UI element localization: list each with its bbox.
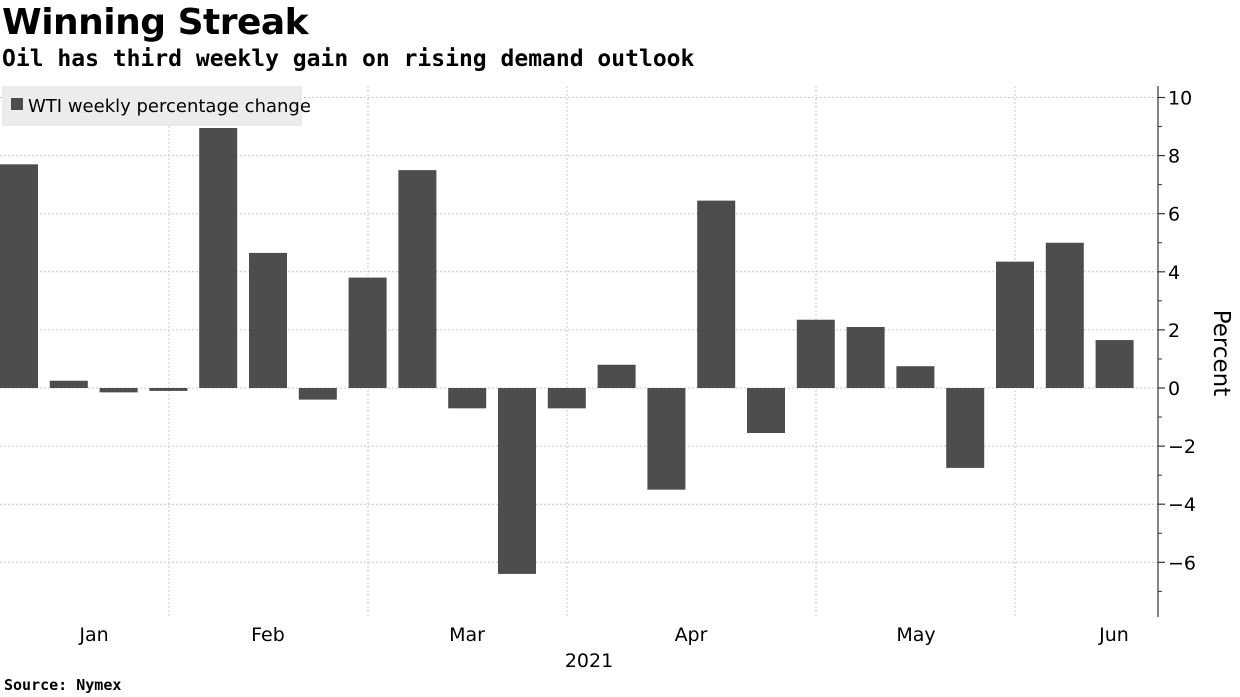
bar-week-21 xyxy=(996,261,1034,388)
bar-week-17 xyxy=(796,319,835,388)
bar-week-14 xyxy=(647,388,686,490)
y-axis-label: Percent xyxy=(1208,310,1234,397)
bar-week-12 xyxy=(547,388,586,409)
legend-swatch xyxy=(11,98,23,110)
x-tick-label: Feb xyxy=(251,624,285,646)
bar-week-7 xyxy=(298,388,337,400)
y-tick-label: 0 xyxy=(1168,378,1180,400)
y-tick-label: 6 xyxy=(1168,204,1180,226)
bar-week-23 xyxy=(1095,340,1134,388)
bar-week-20 xyxy=(946,388,985,468)
y-tick-label: 4 xyxy=(1168,262,1180,284)
bar-week-18 xyxy=(846,326,885,388)
bar-week-9 xyxy=(398,170,437,388)
bar-week-4 xyxy=(149,388,188,391)
bar-week-16 xyxy=(747,388,785,434)
x-tick-label: Jan xyxy=(78,624,108,646)
bar-week-2 xyxy=(49,380,88,388)
y-tick-label: 8 xyxy=(1168,146,1180,168)
bar-week-10 xyxy=(448,388,487,409)
bar-week-22 xyxy=(1045,242,1084,388)
x-tick-label: Jun xyxy=(1098,624,1129,646)
x-tick-label: May xyxy=(896,624,935,646)
x-axis: Jan Feb Mar Apr May Jun xyxy=(78,624,1128,646)
y-tick-label: 2 xyxy=(1168,320,1180,342)
bar-week-3 xyxy=(99,388,138,393)
bar-week-6 xyxy=(249,252,287,388)
y-tick-label: −4 xyxy=(1168,494,1196,516)
y-axis: 10 8 6 4 2 0 −2 −4 −6 xyxy=(1157,86,1196,617)
bar-week-8 xyxy=(348,277,387,388)
bar-week-15 xyxy=(697,200,736,388)
y-tick-label: 10 xyxy=(1168,88,1192,110)
bar-week-1 xyxy=(0,164,38,388)
chart-subtitle: Oil has third weekly gain on rising dema… xyxy=(2,46,695,72)
bar-series xyxy=(0,128,1134,574)
x-tick-label: Apr xyxy=(675,624,708,646)
x-axis-year-label: 2021 xyxy=(565,650,613,672)
x-tick-label: Mar xyxy=(449,624,485,646)
legend-label: WTI weekly percentage change xyxy=(28,96,311,117)
bar-week-13 xyxy=(597,364,636,388)
y-tick-label: −6 xyxy=(1168,552,1196,574)
chart-title: Winning Streak xyxy=(2,2,309,43)
legend-background xyxy=(2,86,302,126)
bar-week-11 xyxy=(498,388,536,574)
legend: WTI weekly percentage change xyxy=(2,86,311,126)
y-tick-label: −2 xyxy=(1168,436,1196,458)
bar-week-19 xyxy=(896,366,935,388)
bar-week-5 xyxy=(199,128,238,388)
grid-lines xyxy=(0,86,1158,617)
source-note: Source: Nymex xyxy=(4,676,122,694)
